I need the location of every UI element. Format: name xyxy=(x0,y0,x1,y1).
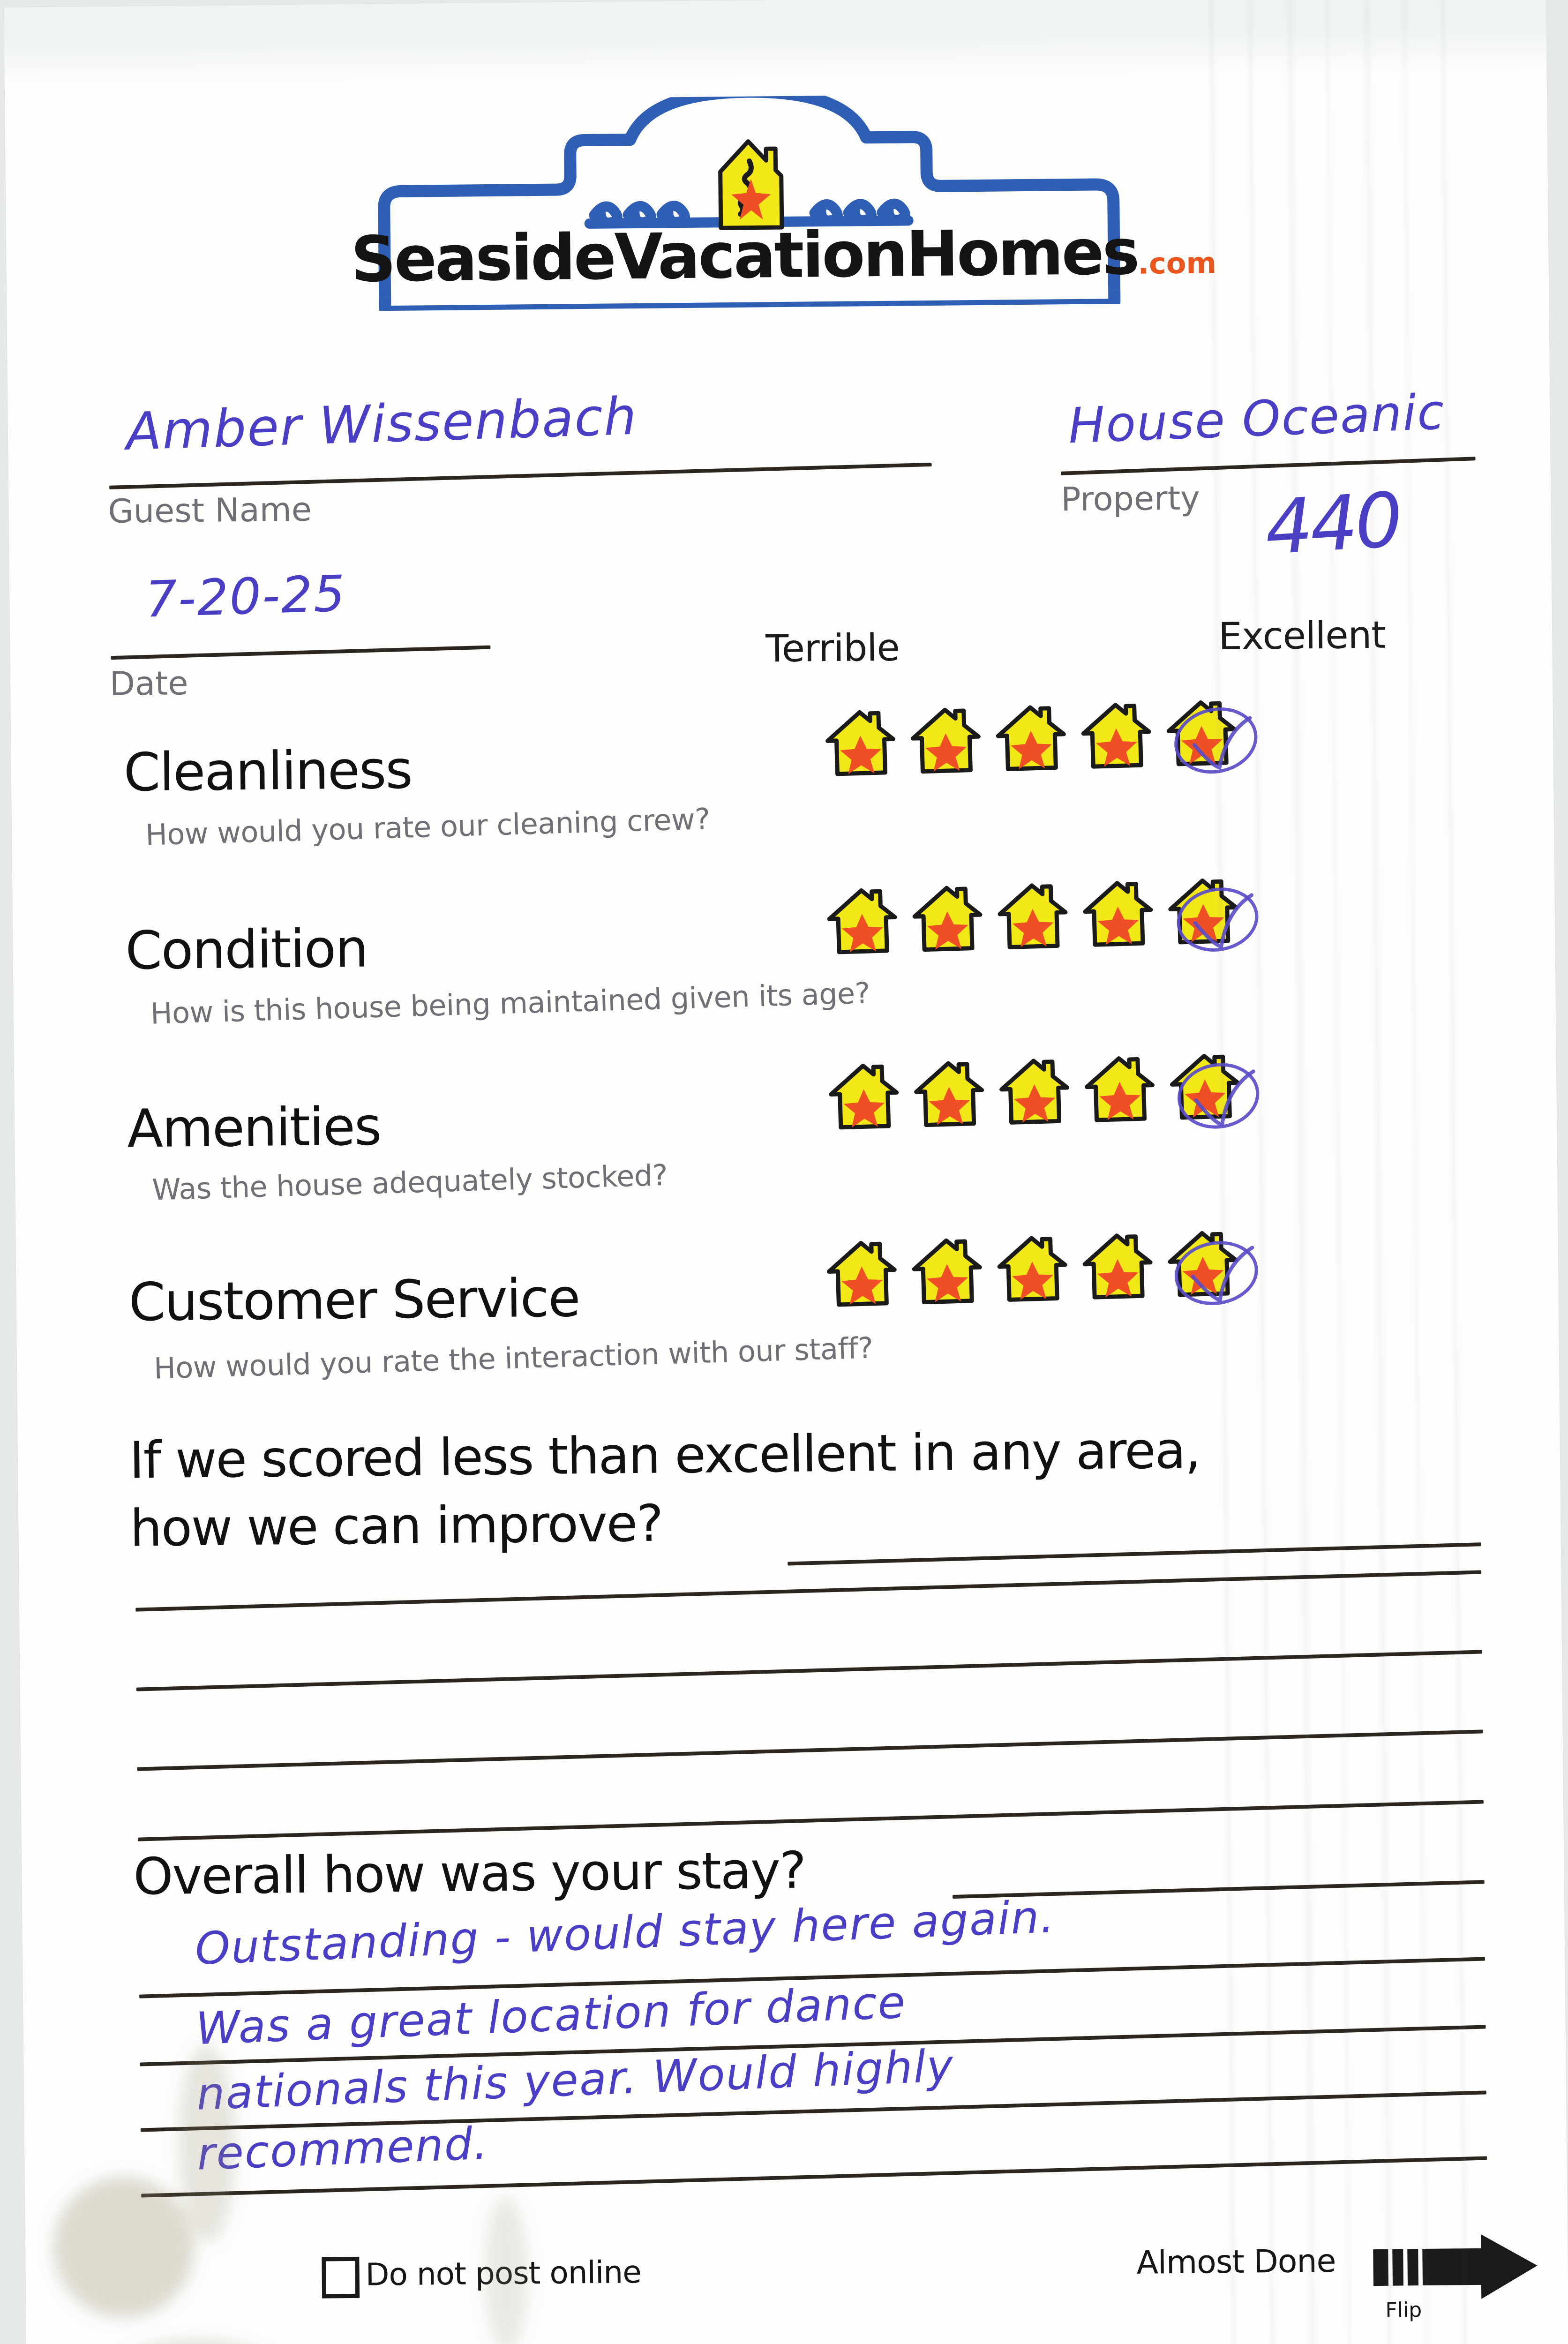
date-rule xyxy=(111,645,491,660)
brand-wordmark: SeasideVacationHomes.com xyxy=(350,215,1217,296)
rating-title-condition: Condition xyxy=(125,918,368,982)
flip-label: Flip xyxy=(1385,2298,1422,2322)
property-label: Property xyxy=(1061,479,1200,519)
rating-title-amenities: Amenities xyxy=(127,1096,381,1160)
rating-house-5-selected[interactable] xyxy=(1165,1038,1260,1129)
rating-house-5-selected[interactable] xyxy=(1163,863,1259,952)
rating-house-4[interactable] xyxy=(1078,1217,1157,1304)
almost-done-label: Almost Done xyxy=(1136,2242,1336,2282)
rating-house-2[interactable] xyxy=(906,692,985,779)
improve-answer-rule-4 xyxy=(137,1729,1483,1771)
date-label: Date xyxy=(109,664,188,703)
rating-question-condition: How is this house being maintained given… xyxy=(150,976,871,1031)
scale-high-label: Excellent xyxy=(1218,613,1386,659)
right-arrow-icon xyxy=(1373,2234,1538,2299)
improve-question-line2: how we can improve? xyxy=(129,1494,663,1558)
improve-answer-rule-2 xyxy=(135,1570,1482,1612)
rating-house-3[interactable] xyxy=(991,690,1071,776)
rating-house-2[interactable] xyxy=(909,1045,989,1132)
brand-logo: SeasideVacationHomes.com xyxy=(349,85,1217,318)
date-value: 7-20-25 xyxy=(144,564,347,629)
rating-house-4[interactable] xyxy=(1078,865,1157,952)
property-rule xyxy=(1060,457,1476,475)
rating-question-cleanliness: How would you rate our cleaning crew? xyxy=(145,801,711,852)
rating-house-3[interactable] xyxy=(993,868,1072,954)
brand-tld: .com xyxy=(1138,246,1217,281)
rating-house-4[interactable] xyxy=(1080,1040,1159,1127)
overall-answer-line-4: recommend. xyxy=(196,2118,490,2180)
rating-house-4[interactable] xyxy=(1077,687,1156,774)
rating-house-2[interactable] xyxy=(908,1223,987,1309)
house-icon xyxy=(718,139,784,230)
guest-name-value: Amber Wissenbach xyxy=(125,386,638,462)
rating-question-customer-service: How would you rate the interaction with … xyxy=(153,1330,874,1386)
rating-question-amenities: Was the house adequately stocked? xyxy=(151,1157,668,1207)
paper-smudge xyxy=(53,2176,195,2319)
improve-answer-rule-3 xyxy=(136,1650,1482,1691)
rating-house-5-selected[interactable] xyxy=(1162,684,1258,774)
do-not-post-online-checkbox[interactable] xyxy=(322,2256,360,2299)
rating-house-1[interactable] xyxy=(821,694,900,781)
scale-low-label: Terrible xyxy=(765,625,900,671)
rating-scale-customer-service[interactable] xyxy=(822,1215,1258,1312)
property-value: House Oceanic xyxy=(1067,383,1446,455)
improve-question-line1: If we scored less than excellent in any … xyxy=(129,1421,1200,1490)
rating-house-5-selected[interactable] xyxy=(1163,1215,1258,1305)
rating-house-1[interactable] xyxy=(824,1048,903,1134)
guest-name-rule xyxy=(109,462,932,489)
overall-answer-line-2: Was a great location for dance xyxy=(195,1976,907,2055)
paper-sheet: SeasideVacationHomes.com Amber Wissenbac… xyxy=(4,0,1568,2344)
improve-answer-rule-1 xyxy=(788,1542,1481,1566)
rating-house-1[interactable] xyxy=(822,872,901,959)
overall-top-rule xyxy=(137,1800,1484,1841)
property-number-value: 440 xyxy=(1262,476,1403,572)
rating-house-3[interactable] xyxy=(995,1043,1074,1130)
overall-question: Overall how was your stay? xyxy=(133,1841,806,1907)
rating-scale-cleanliness[interactable] xyxy=(821,684,1258,781)
rating-house-1[interactable] xyxy=(822,1225,901,1312)
rating-title-customer-service: Customer Service xyxy=(128,1268,580,1333)
rating-scale-amenities[interactable] xyxy=(824,1038,1260,1134)
rating-house-2[interactable] xyxy=(908,870,987,957)
rating-title-cleanliness: Cleanliness xyxy=(123,739,413,804)
rating-scale-condition[interactable] xyxy=(822,863,1259,959)
rating-house-3[interactable] xyxy=(992,1220,1072,1307)
guest-name-label: Guest Name xyxy=(108,490,312,531)
brand-name: SeasideVacationHomes xyxy=(350,215,1138,296)
